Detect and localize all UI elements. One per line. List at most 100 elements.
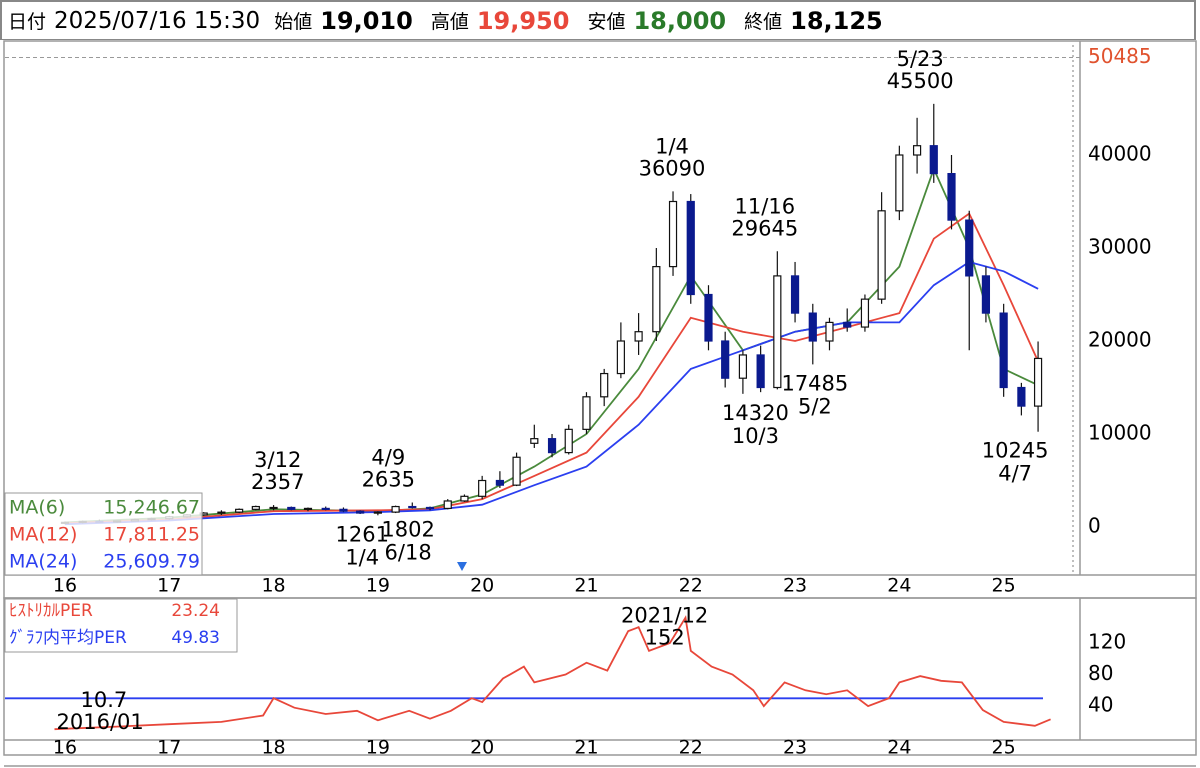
x-tick-label: 22 xyxy=(679,575,703,597)
close-label: 終値 xyxy=(744,11,783,33)
x-tick-label: 25 xyxy=(992,575,1016,597)
legend-name: ﾋｽﾄﾘｶﾙPER xyxy=(9,601,93,621)
annotation-date: 3/12 xyxy=(254,448,301,472)
candle-body xyxy=(790,275,800,314)
y-tick-label: 0 xyxy=(1088,514,1101,538)
ma-line xyxy=(64,261,1039,526)
x-tick-label: 21 xyxy=(574,737,598,759)
per-line xyxy=(54,615,1051,731)
x-tick-label: 25 xyxy=(992,737,1016,759)
candle-body xyxy=(947,172,956,221)
x-tick-label: 23 xyxy=(783,737,807,759)
legend-value: 49.83 xyxy=(171,628,220,648)
x-tick-label: 16 xyxy=(53,575,77,597)
candle-body xyxy=(634,331,643,342)
candle-body xyxy=(391,505,400,513)
max-label: 50485 xyxy=(1088,44,1152,68)
candle-body xyxy=(652,266,661,333)
y-tick-label: 120 xyxy=(1088,629,1126,653)
open: 19,010 xyxy=(320,6,413,35)
candle-body xyxy=(478,479,487,497)
candle-body xyxy=(600,372,609,398)
candle-body xyxy=(704,293,713,342)
header: 日付 2025/07/16 15:30 始値 19,010 高値 19,950 … xyxy=(0,0,1196,40)
candle-body xyxy=(999,312,1008,389)
legend-value: 25,609.79 xyxy=(103,551,200,573)
candle-body xyxy=(269,506,278,510)
candle-body xyxy=(564,428,573,454)
x-tick-label: 24 xyxy=(887,575,911,597)
legend-value: 15,246.67 xyxy=(103,497,200,519)
y-tick-label: 40000 xyxy=(1088,141,1152,165)
candle-body xyxy=(860,298,870,328)
x-tick-label: 18 xyxy=(261,575,285,597)
candle-body xyxy=(721,340,730,379)
candle-body xyxy=(460,495,469,502)
x-tick-label: 20 xyxy=(470,737,494,759)
x-tick-label: 21 xyxy=(574,575,598,597)
candle-body xyxy=(808,312,817,342)
annotation-value: 10.7 xyxy=(81,688,128,712)
candle-body xyxy=(251,505,260,510)
high: 19,950 xyxy=(476,6,570,35)
candle-body xyxy=(738,354,748,379)
candle-body xyxy=(425,506,435,510)
annotation-value: 45500 xyxy=(887,69,954,93)
candle-body xyxy=(408,505,417,509)
ma-line xyxy=(64,166,1039,524)
legend-name: MA(6) xyxy=(9,497,65,519)
candle-body xyxy=(756,354,765,389)
candle-body xyxy=(773,275,782,389)
candle-body xyxy=(686,200,695,296)
candle-body xyxy=(877,210,886,300)
candle-body xyxy=(1017,386,1026,407)
annotation-date: 1/4 xyxy=(655,134,689,158)
annotation-date: 4/9 xyxy=(371,446,405,470)
legend-value: 17,811.25 xyxy=(103,524,200,546)
close: 18,125 xyxy=(790,6,883,35)
legend: ﾋｽﾄﾘｶﾙPER 23.24 ｸﾞﾗﾌ内平均PER 49.83 xyxy=(4,598,238,653)
legend-name: MA(24) xyxy=(9,551,77,573)
candle-body xyxy=(321,507,330,511)
low-label: 安値 xyxy=(587,11,626,33)
annotation-date: 5/2 xyxy=(798,394,832,418)
x-tick-label: 17 xyxy=(157,575,181,597)
sub-frame xyxy=(3,597,1197,756)
annotation-date: 2016/01 xyxy=(57,710,144,734)
candle-body xyxy=(287,506,296,510)
legend-box xyxy=(4,492,203,576)
annotation-date: 11/16 xyxy=(735,194,796,218)
candle-body xyxy=(929,145,938,175)
candle-body xyxy=(912,145,922,156)
x-tick-label: 22 xyxy=(679,737,703,759)
candle-body xyxy=(965,219,974,277)
legend-name: ｸﾞﾗﾌ内平均PER xyxy=(9,628,127,648)
candle-body xyxy=(339,508,348,512)
candle-body xyxy=(530,438,539,444)
legend-box xyxy=(4,598,238,653)
x-tick-label: 23 xyxy=(783,575,807,597)
candle-body xyxy=(303,507,313,511)
high-label: 高値 xyxy=(430,11,469,33)
candle-body xyxy=(547,438,557,454)
date: 2025/07/16 15:30 xyxy=(54,7,261,34)
annotation-value: 152 xyxy=(645,626,685,650)
legend-value: 23.24 xyxy=(171,601,220,621)
y-tick-label: 30000 xyxy=(1088,235,1152,259)
annotation-value: 14320 xyxy=(722,401,789,425)
x-tick-label: 18 xyxy=(261,737,285,759)
open-label: 始値 xyxy=(274,11,313,33)
candle-body xyxy=(495,479,504,486)
low: 18,000 xyxy=(633,6,727,35)
candle-body xyxy=(843,321,852,328)
candle-body xyxy=(512,456,521,486)
x-tick-label: 24 xyxy=(887,737,911,759)
annotation-value: 17485 xyxy=(781,371,848,395)
annotation-value: 29645 xyxy=(731,216,798,240)
annotation-value: 2357 xyxy=(251,470,304,494)
candle-body xyxy=(616,340,625,375)
date-label: 日付 xyxy=(8,11,47,33)
annotation-value: 1802 xyxy=(381,517,434,541)
annotation-value: 10245 xyxy=(982,439,1049,463)
